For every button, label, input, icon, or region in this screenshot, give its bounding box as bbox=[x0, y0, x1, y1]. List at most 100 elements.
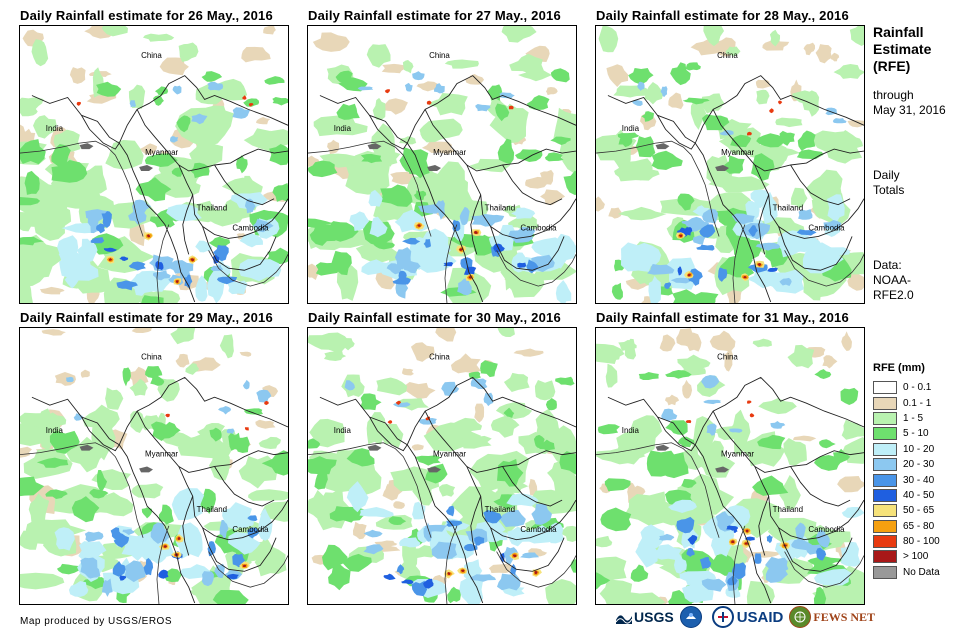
rainfall-area bbox=[76, 238, 98, 263]
country-border bbox=[369, 115, 408, 150]
legend-swatch bbox=[873, 427, 897, 441]
rainfall-area bbox=[167, 260, 194, 274]
side-title: Rainfall Estimate (RFE) bbox=[873, 24, 931, 75]
rainfall-area bbox=[342, 338, 355, 351]
rainfall-area bbox=[105, 387, 124, 410]
rainfall-area bbox=[71, 496, 100, 523]
country-border bbox=[502, 466, 563, 507]
rainfall-area bbox=[545, 233, 576, 269]
rain-layer bbox=[596, 328, 864, 604]
panel-title-2: Daily Rainfall estimate for 27 May., 201… bbox=[308, 8, 561, 23]
rainfall-area bbox=[372, 97, 386, 120]
rainfall-area bbox=[417, 224, 421, 227]
rainfall-area bbox=[401, 579, 414, 585]
rainfall-area bbox=[474, 536, 485, 546]
rainfall-area bbox=[170, 136, 179, 143]
rainfall-area bbox=[623, 491, 679, 526]
rainfall-area bbox=[24, 170, 40, 195]
rainfall-area bbox=[171, 488, 205, 521]
rainfall-area bbox=[517, 262, 527, 268]
rainfall-area bbox=[819, 439, 836, 449]
rainfall-area bbox=[175, 280, 179, 284]
rainfall-area bbox=[256, 117, 271, 125]
country-label-myanmar: Myanmar bbox=[721, 450, 754, 459]
coastline bbox=[114, 154, 144, 237]
rainfall-area bbox=[746, 400, 752, 404]
rainfall-area bbox=[122, 529, 135, 535]
coastline bbox=[784, 551, 864, 588]
legend-item: 30 - 40 bbox=[873, 472, 940, 487]
rainfall-area bbox=[687, 534, 698, 546]
rainfall-area bbox=[158, 569, 169, 579]
rainfall-area bbox=[82, 404, 120, 434]
legend-item: No Data bbox=[873, 565, 940, 580]
map-canvas: China India Myanmar Thailand Cambodia bbox=[20, 328, 288, 604]
rainfall-area bbox=[57, 235, 79, 261]
country-border bbox=[424, 109, 576, 172]
rainfall-area bbox=[360, 153, 383, 164]
rainfall-area bbox=[96, 223, 105, 234]
rainfall-area bbox=[725, 46, 741, 57]
panel-title-6: Daily Rainfall estimate for 31 May., 201… bbox=[596, 310, 849, 325]
rainfall-area bbox=[263, 26, 276, 35]
rainfall-area bbox=[121, 534, 156, 561]
rainfall-area bbox=[797, 130, 816, 151]
rainfall-area bbox=[617, 591, 666, 604]
rainfall-area bbox=[757, 262, 762, 267]
rainfall-area bbox=[483, 510, 502, 524]
rainfall-area bbox=[709, 553, 737, 576]
rainfall-area bbox=[327, 139, 340, 155]
rainfall-area bbox=[28, 493, 50, 525]
rainfall-area bbox=[309, 224, 336, 246]
country-label-china: China bbox=[141, 51, 162, 60]
legend-swatch bbox=[873, 535, 897, 549]
rainfall-area bbox=[390, 171, 414, 185]
rainfall-area bbox=[423, 578, 434, 589]
rainfall-area bbox=[746, 580, 775, 604]
country-border bbox=[178, 164, 288, 239]
rainfall-area bbox=[39, 286, 65, 295]
rainfall-area bbox=[506, 493, 539, 507]
data-line-2: NOAA- bbox=[873, 273, 912, 287]
rainfall-area bbox=[264, 76, 285, 85]
rainfall-area bbox=[431, 541, 457, 559]
rainfall-area bbox=[189, 139, 224, 169]
rainfall-area bbox=[456, 435, 492, 449]
rainfall-area bbox=[418, 418, 437, 425]
rainfall-area bbox=[242, 379, 250, 390]
rainfall-area bbox=[159, 57, 189, 76]
country-border bbox=[319, 75, 576, 144]
country-label-myanmar: Myanmar bbox=[721, 148, 754, 157]
rainfall-area bbox=[730, 540, 735, 544]
country-border bbox=[754, 164, 864, 239]
country-label-india: India bbox=[46, 124, 64, 133]
rainfall-area bbox=[176, 115, 191, 133]
rainfall-area bbox=[103, 247, 118, 252]
data-line-3: RFE2.0 bbox=[873, 288, 914, 302]
rainfall-area bbox=[611, 282, 623, 300]
rainfall-area bbox=[488, 564, 514, 573]
rainfall-area bbox=[744, 542, 748, 545]
rainfall-area bbox=[236, 155, 248, 174]
rainfall-area bbox=[685, 62, 701, 71]
rainfall-area bbox=[513, 348, 544, 357]
coastline bbox=[20, 442, 116, 457]
rainfall-area bbox=[218, 406, 232, 415]
rainfall-area bbox=[196, 105, 229, 130]
rainfall-area bbox=[401, 368, 414, 376]
rainfall-area bbox=[357, 86, 374, 91]
country-label-thailand: Thailand bbox=[197, 505, 227, 514]
legend-label: 30 - 40 bbox=[903, 474, 935, 486]
rainfall-area bbox=[493, 243, 505, 253]
rainfall-area bbox=[468, 275, 472, 279]
rainfall-area bbox=[359, 506, 394, 518]
rainfall-area bbox=[498, 92, 515, 99]
rainfall-area bbox=[638, 372, 659, 381]
rainfall-area bbox=[428, 98, 459, 108]
delta-mark bbox=[715, 164, 730, 171]
rainfall-area bbox=[507, 526, 532, 547]
coastline bbox=[308, 442, 404, 457]
rainfall-area bbox=[382, 98, 408, 115]
rainfall-area bbox=[841, 331, 852, 352]
country-label-myanmar: Myanmar bbox=[145, 450, 178, 459]
